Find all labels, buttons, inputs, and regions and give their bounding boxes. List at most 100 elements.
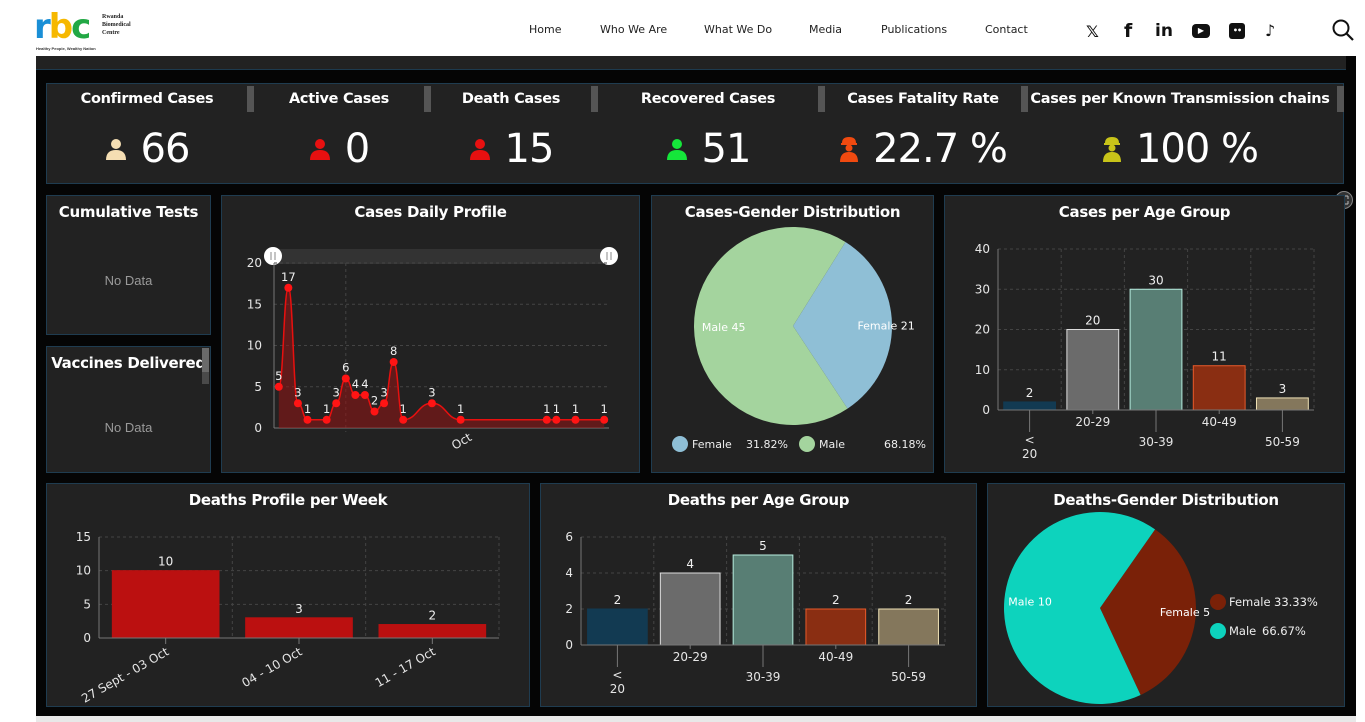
card-title: Deaths-Gender Distribution [1053, 491, 1279, 509]
data-label: 2 [371, 394, 378, 408]
kpi-value: 15 [504, 126, 555, 172]
data-point [389, 358, 398, 366]
data-point [332, 399, 341, 408]
data-point [542, 415, 551, 424]
nav-home[interactable]: Home [529, 23, 562, 36]
bar-value-label: 2 [832, 593, 840, 607]
data-point [571, 415, 580, 424]
bar [111, 570, 220, 639]
pie-slice-label: Female 5 [1160, 606, 1210, 619]
data-label: 4 [361, 377, 368, 391]
x-tick-label: 20 [1022, 447, 1037, 461]
x-tick-label: 50-59 [891, 670, 926, 684]
x-icon[interactable]: 𝕏 [1086, 22, 1099, 41]
kpi-scrollbar[interactable] [1337, 86, 1344, 112]
nav-what-we-do[interactable]: What We Do [704, 23, 773, 36]
legend-label: Female [692, 438, 732, 451]
kpi-confirmed-cases: Confirmed Cases 66 [47, 84, 247, 184]
kpi-title: Cases per Known Transmission chains [1030, 91, 1330, 107]
deaths-gender-chart: Female 5 Male 10 Female 33.33% Male 66.67% [1004, 512, 1318, 704]
y-tick-label: 0 [565, 638, 573, 652]
card-scrollbar-thumb[interactable] [202, 348, 209, 372]
cases-gender-chart: Female 21 Male 45 Female 31.82% Male 68.18% [672, 227, 926, 452]
pie-slice-male [694, 227, 848, 425]
y-tick-label: 10 [975, 363, 990, 377]
kpi-row: Confirmed Cases 66 Active Cases 0 Death … [46, 83, 1344, 184]
data-label: 17 [281, 270, 296, 284]
y-tick-label: 20 [975, 323, 990, 337]
data-label: 1 [572, 402, 579, 416]
card-title: Vaccines Delivered [51, 354, 206, 372]
y-tick-label: 15 [76, 530, 91, 544]
bar [805, 608, 867, 646]
y-tick-label: 2 [565, 602, 573, 616]
legend-percent: 66.67% [1262, 624, 1306, 638]
cases-age-card: Cases per Age Group 0 10 20 30 40 2 20 30 11 3 <20… [944, 195, 1345, 473]
x-tick-label: < [1025, 433, 1035, 447]
bar-value-label: 2 [614, 593, 622, 607]
bar-value-label: 11 [1212, 350, 1227, 364]
bar [1192, 365, 1246, 411]
nav-who-we-are[interactable]: Who We Are [600, 23, 668, 36]
bar-value-label: 3 [1279, 382, 1287, 396]
cumulative-tests-card: Cumulative Tests No Data [46, 195, 211, 335]
data-point [284, 283, 293, 292]
data-point [370, 407, 379, 416]
kpi-value: 100 % [1135, 126, 1259, 172]
y-tick-label: 0 [982, 403, 990, 417]
logo-letters: rbc [34, 7, 91, 47]
y-tick-label: 4 [565, 566, 573, 580]
legend-swatch-female [672, 436, 688, 452]
rbc-logo[interactable]: rbc Rwanda Biomedical Centre Healthy Peo… [34, 10, 144, 52]
kpi-title: Death Cases [461, 91, 561, 107]
no-data-text: No Data [104, 420, 153, 435]
deaths-week-card: Deaths Profile per Week 0 5 10 15 10 3 2 27 Sep… [46, 483, 530, 707]
range-slider-handle-left[interactable] [264, 247, 282, 265]
flickr-icon[interactable]: •• [1229, 23, 1245, 39]
bar-value-label: 5 [759, 539, 767, 553]
linkedin-icon[interactable]: in [1155, 21, 1173, 41]
data-label: 1 [543, 402, 550, 416]
nav-media[interactable]: Media [809, 23, 843, 36]
youtube-icon[interactable]: ▶ [1192, 24, 1210, 38]
x-tick-label: 40-49 [818, 650, 853, 664]
data-label: 3 [333, 385, 340, 399]
x-tick-label: Oct [449, 430, 474, 453]
bar [1129, 288, 1183, 411]
data-point [552, 415, 561, 424]
bar [1003, 401, 1057, 411]
nav-contact[interactable]: Contact [985, 23, 1028, 36]
bar-value-label: 2 [429, 609, 437, 623]
x-tick-label: < [612, 668, 622, 682]
x-tick-label: 04 - 10 Oct [239, 644, 304, 690]
data-label: 3 [428, 385, 435, 399]
facebook-icon[interactable]: f [1124, 20, 1133, 42]
kpi-title: Confirmed Cases [80, 91, 214, 107]
y-tick-label: 20 [247, 256, 262, 270]
data-point [427, 399, 436, 408]
deaths-gender-card: Deaths-Gender Distribution Female 5 Male … [987, 483, 1345, 707]
nav-publications[interactable]: Publications [881, 23, 948, 36]
legend-swatch-female [1210, 594, 1226, 610]
range-slider-handle-right[interactable] [600, 247, 618, 265]
kpi-separator [591, 86, 598, 112]
kpi-title: Cases Fatality Rate [847, 91, 999, 107]
data-label: 1 [304, 402, 311, 416]
tiktok-icon[interactable]: ♪ [1265, 21, 1276, 40]
y-tick-label: 5 [254, 380, 262, 394]
pie-slice-label: Male 45 [702, 321, 746, 334]
kpi-value: 0 [344, 126, 370, 172]
card-title: Cases Daily Profile [354, 203, 507, 221]
legend-swatch-male [799, 436, 815, 452]
data-label: 4 [352, 377, 359, 391]
legend-swatch-male [1210, 623, 1226, 639]
data-point [293, 399, 302, 408]
search-icon[interactable] [1332, 19, 1354, 41]
bar-value-label: 3 [295, 602, 303, 616]
data-point [303, 415, 312, 424]
dashboard: Confirmed Cases 66 Active Cases 0 Death … [36, 56, 1356, 716]
y-tick-label: 0 [83, 631, 91, 645]
data-label: 8 [390, 344, 397, 358]
bar [1066, 329, 1120, 411]
